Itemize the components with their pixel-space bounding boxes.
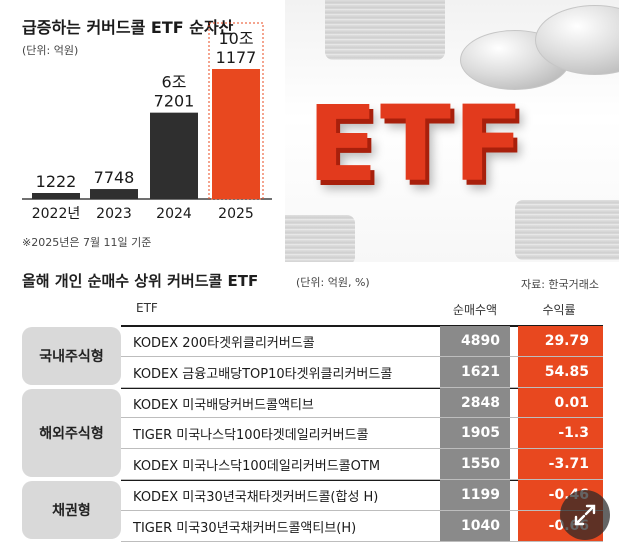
return-value: 29.79 xyxy=(518,326,603,356)
etf-name: KODEX 미국배당커버드콜액티브 xyxy=(133,397,314,413)
return-value: 54.85 xyxy=(518,356,603,387)
table-row: KODEX 200타겟위클리커버드콜 4890 29.79 xyxy=(121,326,603,356)
etf-3d-text: ETF xyxy=(307,83,527,205)
category-label: 2023 xyxy=(96,206,132,222)
return-value: 0.01 xyxy=(518,387,603,418)
bar-2 xyxy=(150,112,198,199)
row-separator xyxy=(121,448,603,450)
table-unit: (단위: 억원, %) xyxy=(296,276,370,289)
header-return: 수익률 xyxy=(542,303,576,317)
group-label: 해외주식형 xyxy=(22,388,121,477)
bar-0 xyxy=(32,193,80,199)
group-divider xyxy=(121,479,603,481)
bar-value-label: 1177 xyxy=(216,48,257,67)
etf-name: TIGER 미국나스닥100타겟데일리커버드콜 xyxy=(133,428,369,444)
group-divider xyxy=(121,325,603,327)
net-buy-value: 1040 xyxy=(440,510,510,541)
category-label: 2024 xyxy=(156,206,192,222)
mini-chart-note: ※2025년은 7월 11일 기준 xyxy=(22,236,152,249)
coin-stack xyxy=(515,200,619,260)
mini-chart-title: 급증하는 커버드콜 ETF 순자산 xyxy=(22,18,234,37)
table-row: TIGER 미국30년국채커버드콜액티브(H)1040-0.66 xyxy=(121,510,603,541)
row-separator xyxy=(121,417,603,419)
group-label: 채권형 xyxy=(22,481,121,539)
header-net-buy: 순매수액 xyxy=(452,303,498,317)
expand-arrows-icon xyxy=(574,504,596,526)
net-buy-value: 1621 xyxy=(440,356,510,387)
table-row: TIGER 미국나스닥100타겟데일리커버드콜 1905 -1.3 xyxy=(121,418,603,449)
mini-chart-unit: (단위: 억원) xyxy=(22,44,79,57)
etf-name: KODEX 200타겟위클리커버드콜 xyxy=(133,336,315,351)
return-value: -3.71 xyxy=(518,449,603,480)
net-buy-value: 1905 xyxy=(440,418,510,449)
table-row: KODEX 미국배당커버드콜액티브 2848 0.01 xyxy=(121,387,603,418)
header-etf: ETF xyxy=(136,301,158,315)
etf-name: TIGER 미국30년국채커버드콜액티브(H) xyxy=(133,520,357,536)
category-label: 2025 xyxy=(218,206,254,222)
net-buy-value: 1550 xyxy=(440,449,510,480)
group-divider xyxy=(121,386,603,389)
table-row: KODEX 금융고배당TOP10타겟위클리커버드콜 1621 54.85 xyxy=(121,356,603,387)
etf-name: KODEX 미국30년국채타겟커버드콜(합성 H) xyxy=(133,490,379,505)
bar-value-label: 7201 xyxy=(154,92,195,111)
etf-name: KODEX 미국나스닥100데일리커버드콜OTM xyxy=(133,459,381,475)
etf-name: KODEX 금융고배당TOP10타겟위클리커버드콜 xyxy=(133,366,393,382)
bar-value-label: 6조 xyxy=(162,73,187,92)
coin-stack xyxy=(285,215,355,262)
bar-3 xyxy=(212,69,260,199)
row-separator xyxy=(121,355,603,357)
bar-value-label: 1222 xyxy=(36,172,77,191)
coin-stack xyxy=(325,0,445,60)
return-value: -1.3 xyxy=(518,418,603,449)
table-title: 올해 개인 순매수 상위 커버드콜 ETF xyxy=(22,272,259,290)
row-separator xyxy=(121,540,603,542)
net-buy-value: 4890 xyxy=(440,326,510,356)
table-row: KODEX 미국30년국채타겟커버드콜(합성 H)1199-0.46 xyxy=(121,480,603,510)
net-buy-value: 1199 xyxy=(440,480,510,510)
table-row: KODEX 미국나스닥100데일리커버드콜OTM 1550 -3.71 xyxy=(121,449,603,480)
table-source: 자료: 한국거래소 xyxy=(520,278,599,291)
bar-value-label: 7748 xyxy=(94,168,135,187)
bar-1 xyxy=(90,189,138,199)
net-buy-value: 2848 xyxy=(440,387,510,418)
row-separator xyxy=(121,509,603,511)
bar-value-label: 10조 xyxy=(218,29,253,48)
row-separator xyxy=(121,479,603,480)
row-separator xyxy=(121,386,603,388)
category-label: 2022년 xyxy=(32,206,81,222)
etf-photo: ETF xyxy=(285,0,619,262)
group-label: 국내주식형 xyxy=(22,327,121,385)
expand-button[interactable] xyxy=(560,490,610,540)
